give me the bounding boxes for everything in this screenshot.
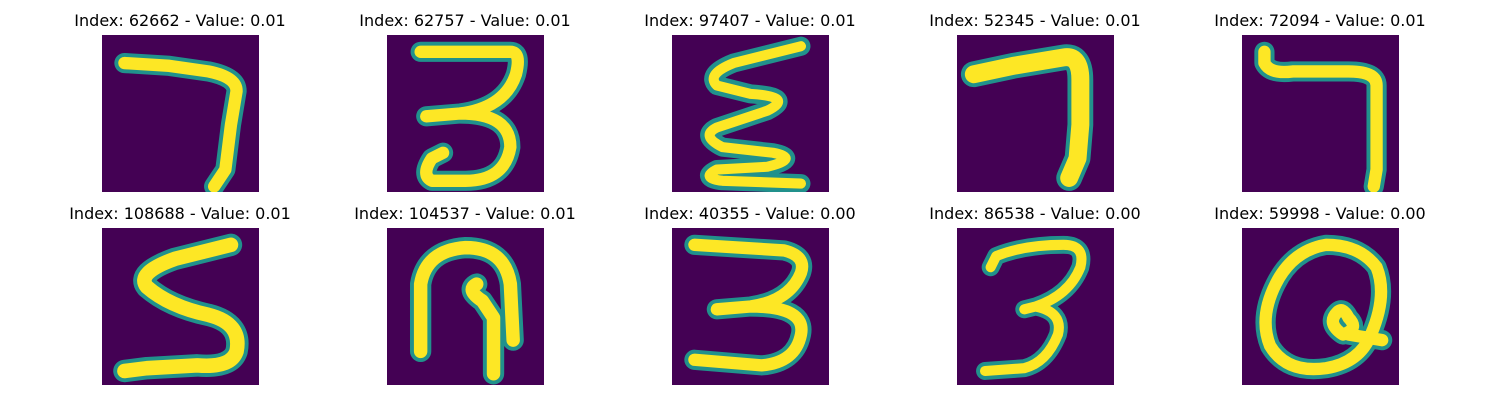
image-panel-3: Index: 97407 - Value: 0.01: [600, 0, 900, 192]
digit-image: [387, 35, 544, 192]
image-panel-6: Index: 108688 - Value: 0.01: [30, 193, 330, 385]
image-panel-2: Index: 62757 - Value: 0.01: [315, 0, 615, 192]
panel-title: Index: 104537 - Value: 0.01: [354, 204, 576, 223]
digit-image: [957, 35, 1114, 192]
digit-image: [102, 35, 259, 192]
image-panel-4: Index: 52345 - Value: 0.01: [885, 0, 1185, 192]
digit-image: [102, 228, 259, 385]
digit-image: [1242, 228, 1399, 385]
digit-image: [387, 228, 544, 385]
image-panel-5: Index: 72094 - Value: 0.01: [1170, 0, 1470, 192]
panel-title: Index: 62757 - Value: 0.01: [359, 11, 571, 30]
image-panel-10: Index: 59998 - Value: 0.00: [1170, 193, 1470, 385]
panel-title: Index: 52345 - Value: 0.01: [929, 11, 1141, 30]
digit-image: [672, 35, 829, 192]
image-panel-7: Index: 104537 - Value: 0.01: [315, 193, 615, 385]
image-panel-8: Index: 40355 - Value: 0.00: [600, 193, 900, 385]
digit-image: [672, 228, 829, 385]
panel-title: Index: 59998 - Value: 0.00: [1214, 204, 1426, 223]
panel-title: Index: 108688 - Value: 0.01: [69, 204, 291, 223]
image-panel-1: Index: 62662 - Value: 0.01: [30, 0, 330, 192]
panel-title: Index: 97407 - Value: 0.01: [644, 11, 856, 30]
panel-title: Index: 72094 - Value: 0.01: [1214, 11, 1426, 30]
panel-title: Index: 40355 - Value: 0.00: [644, 204, 856, 223]
panel-title: Index: 86538 - Value: 0.00: [929, 204, 1141, 223]
image-panel-9: Index: 86538 - Value: 0.00: [885, 193, 1185, 385]
panel-title: Index: 62662 - Value: 0.01: [74, 11, 286, 30]
digit-image: [1242, 35, 1399, 192]
digit-image: [957, 228, 1114, 385]
